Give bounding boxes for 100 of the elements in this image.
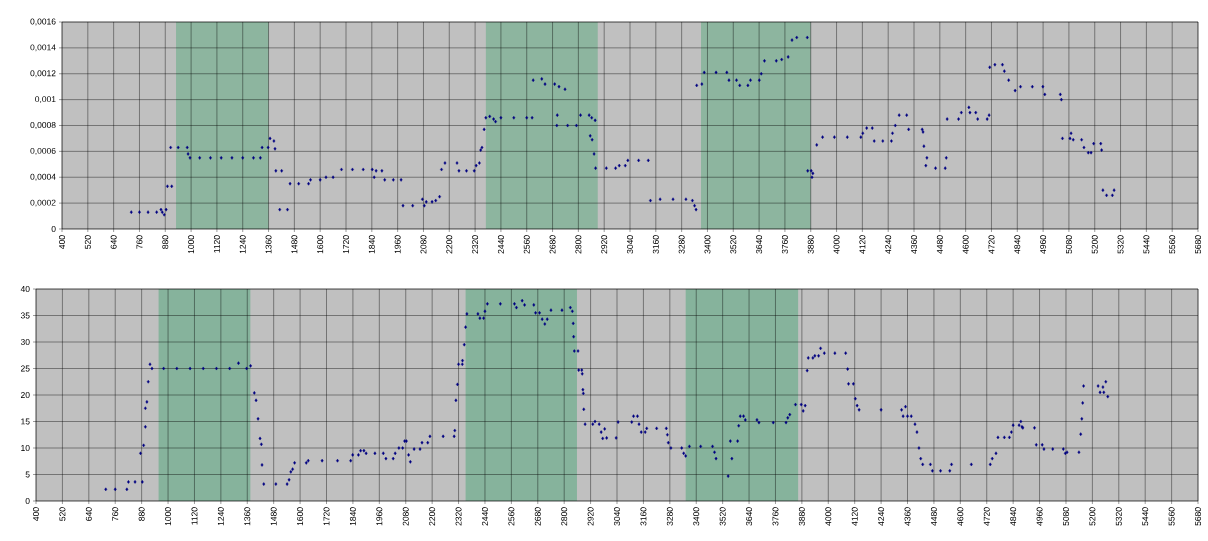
x-tick-label: 1120 <box>191 507 198 525</box>
x-tick-label: 1720 <box>323 507 330 526</box>
x-tick-label: 4240 <box>878 507 885 526</box>
x-tick-label: 5680 <box>1195 235 1201 254</box>
x-tick-label: 3040 <box>627 235 633 254</box>
x-tick-label: 1240 <box>239 235 246 254</box>
x-tick-label: 4960 <box>1036 507 1043 526</box>
y-tick-label: 0 <box>51 226 56 232</box>
x-tick-label: 4360 <box>904 507 911 526</box>
x-tick-label: 1600 <box>297 507 304 526</box>
x-tick-label: 3160 <box>652 235 659 254</box>
x-tick-label: 3520 <box>730 235 737 254</box>
x-tick-label: 3880 <box>807 235 814 254</box>
x-tick-label: 5080 <box>1062 507 1069 526</box>
x-tick-label: 3280 <box>666 507 673 526</box>
x-tick-label: 4840 <box>1010 507 1017 526</box>
x-tick-label: 760 <box>136 235 143 249</box>
x-tick-label: 1120 <box>213 235 220 253</box>
x-tick-label: 4960 <box>1040 235 1047 254</box>
x-tick-label: 1360 <box>244 507 251 526</box>
x-tick-label: 520 <box>84 235 91 249</box>
x-tick-label: 2800 <box>561 507 568 526</box>
x-tick-label: 1600 <box>317 235 324 254</box>
x-tick-label: 3400 <box>693 507 700 526</box>
y-tick-label: 5 <box>25 471 30 478</box>
x-tick-label: 3040 <box>614 507 620 526</box>
y-tick-label: 25 <box>20 365 30 372</box>
x-tick-label: 1480 <box>291 235 298 254</box>
x-tick-label: 3400 <box>704 235 711 254</box>
x-tick-label: 4600 <box>962 235 969 254</box>
x-tick-label: 880 <box>162 235 169 249</box>
x-tick-label: 5320 <box>1117 235 1124 254</box>
x-tick-label: 880 <box>138 507 145 521</box>
x-tick-label: 2920 <box>587 507 594 526</box>
x-tick-label: 1240 <box>217 507 224 526</box>
x-tick-label: 4720 <box>983 507 990 526</box>
x-tick-label: 4000 <box>825 507 832 526</box>
x-tick-label: 2560 <box>508 507 515 526</box>
x-tick-label: 2560 <box>523 235 530 254</box>
x-tick-label: 3880 <box>798 507 805 526</box>
x-tick-label: 1480 <box>270 507 277 526</box>
y-tick-label: 40 <box>20 286 30 292</box>
x-tick-label: 5200 <box>1089 507 1096 526</box>
x-tick-label: 3760 <box>781 235 788 254</box>
y-tick-label: 35 <box>20 312 30 319</box>
x-tick-label: 3520 <box>719 507 726 526</box>
x-tick-label: 2680 <box>534 507 541 526</box>
x-tick-label: 2080 <box>420 235 427 254</box>
x-tick-label: 1720 <box>343 235 349 254</box>
y-tick-label: 0,0002 <box>30 199 56 207</box>
x-tick-label: 4480 <box>930 507 937 526</box>
x-tick-label: 2080 <box>402 507 409 526</box>
y-tick-label: 0 <box>25 498 30 504</box>
y-tick-label: 0,0004 <box>30 173 56 181</box>
x-tick-label: 5440 <box>1143 235 1150 254</box>
x-tick-label: 640 <box>85 507 92 521</box>
x-tick-label: 2440 <box>497 235 504 254</box>
x-tick-label: 4480 <box>936 235 943 254</box>
y-tick-label: 0,0008 <box>30 122 56 129</box>
x-tick-label: 400 <box>33 507 39 521</box>
x-tick-label: 3640 <box>746 507 753 526</box>
x-tick-label: 3280 <box>678 235 685 254</box>
x-tick-label: 5200 <box>1091 235 1098 254</box>
x-tick-label: 2920 <box>601 235 608 254</box>
x-tick-label: 4000 <box>833 235 840 254</box>
x-tick-label: 1000 <box>188 235 195 254</box>
x-tick-label: 5560 <box>1169 235 1176 254</box>
x-tick-label: 3760 <box>772 507 779 526</box>
x-tick-label: 3640 <box>756 235 763 254</box>
x-tick-label: 4720 <box>988 235 995 254</box>
x-tick-label: 2200 <box>429 507 436 526</box>
x-tick-label: 4240 <box>885 235 892 254</box>
y-tick-label: 10 <box>21 445 30 451</box>
x-tick-label: 2320 <box>472 235 479 254</box>
x-tick-label: 1360 <box>265 235 272 254</box>
x-tick-label: 5440 <box>1142 507 1149 526</box>
y-tick-label: 0,0006 <box>30 147 56 155</box>
y-tick-label: 0,0012 <box>30 70 56 78</box>
x-tick-label: 2320 <box>455 507 462 526</box>
y-tick-label: 0,0014 <box>30 44 56 52</box>
y-tick-label: 0,0016 <box>30 18 56 26</box>
y-tick-label: 15 <box>21 418 30 425</box>
x-tick-label: 400 <box>59 235 65 249</box>
x-tick-label: 2200 <box>446 235 453 254</box>
x-tick-label: 5560 <box>1168 507 1175 526</box>
x-tick-label: 1960 <box>376 507 383 526</box>
x-tick-label: 4120 <box>859 235 866 254</box>
x-tick-label: 4840 <box>1014 235 1021 254</box>
x-tick-label: 520 <box>59 507 66 521</box>
x-tick-label: 760 <box>112 507 119 521</box>
y-tick-label: 0,001 <box>35 96 56 104</box>
x-tick-label: 4120 <box>851 507 858 526</box>
x-tick-label: 640 <box>110 235 117 249</box>
x-tick-label: 4360 <box>911 235 917 254</box>
x-tick-label: 1840 <box>349 507 356 526</box>
x-tick-label: 5320 <box>1115 507 1122 526</box>
y-tick-label: 30 <box>20 339 30 345</box>
x-tick-label: 1840 <box>368 235 375 254</box>
x-tick-label: 3160 <box>640 507 647 526</box>
x-tick-label: 1000 <box>165 507 172 526</box>
